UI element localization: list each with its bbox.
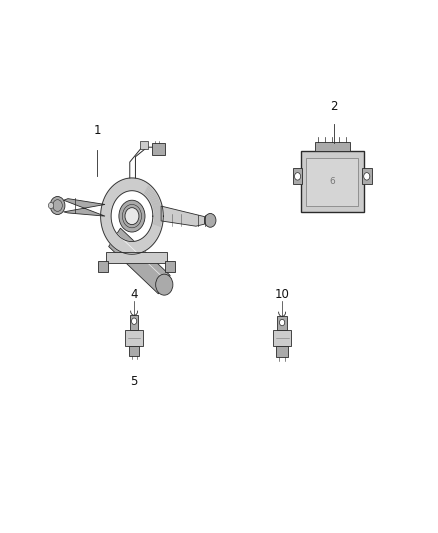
FancyBboxPatch shape	[165, 261, 175, 272]
FancyBboxPatch shape	[362, 168, 371, 184]
Polygon shape	[161, 206, 205, 226]
FancyBboxPatch shape	[277, 317, 287, 330]
Circle shape	[155, 274, 173, 295]
Text: 2: 2	[331, 100, 338, 113]
Circle shape	[131, 318, 137, 325]
Text: 6: 6	[329, 177, 335, 186]
FancyBboxPatch shape	[125, 330, 143, 346]
Circle shape	[48, 203, 53, 209]
Text: 4: 4	[131, 288, 138, 301]
Circle shape	[119, 200, 145, 232]
FancyBboxPatch shape	[306, 158, 358, 206]
FancyBboxPatch shape	[276, 346, 288, 357]
FancyBboxPatch shape	[293, 168, 302, 184]
Circle shape	[205, 214, 216, 227]
FancyBboxPatch shape	[300, 151, 364, 212]
FancyBboxPatch shape	[140, 141, 148, 149]
Polygon shape	[101, 178, 163, 254]
Text: 1: 1	[93, 124, 101, 136]
Circle shape	[125, 208, 139, 224]
Circle shape	[294, 173, 300, 180]
Polygon shape	[109, 228, 170, 294]
FancyBboxPatch shape	[106, 252, 167, 263]
Circle shape	[50, 197, 65, 215]
FancyBboxPatch shape	[130, 316, 138, 330]
FancyBboxPatch shape	[98, 261, 108, 272]
Circle shape	[279, 319, 285, 326]
Polygon shape	[64, 199, 105, 216]
FancyBboxPatch shape	[315, 142, 350, 151]
Circle shape	[364, 173, 370, 180]
FancyBboxPatch shape	[273, 330, 291, 346]
FancyBboxPatch shape	[129, 346, 139, 356]
FancyBboxPatch shape	[152, 143, 165, 155]
Text: 5: 5	[131, 375, 138, 388]
Text: 10: 10	[275, 288, 290, 301]
